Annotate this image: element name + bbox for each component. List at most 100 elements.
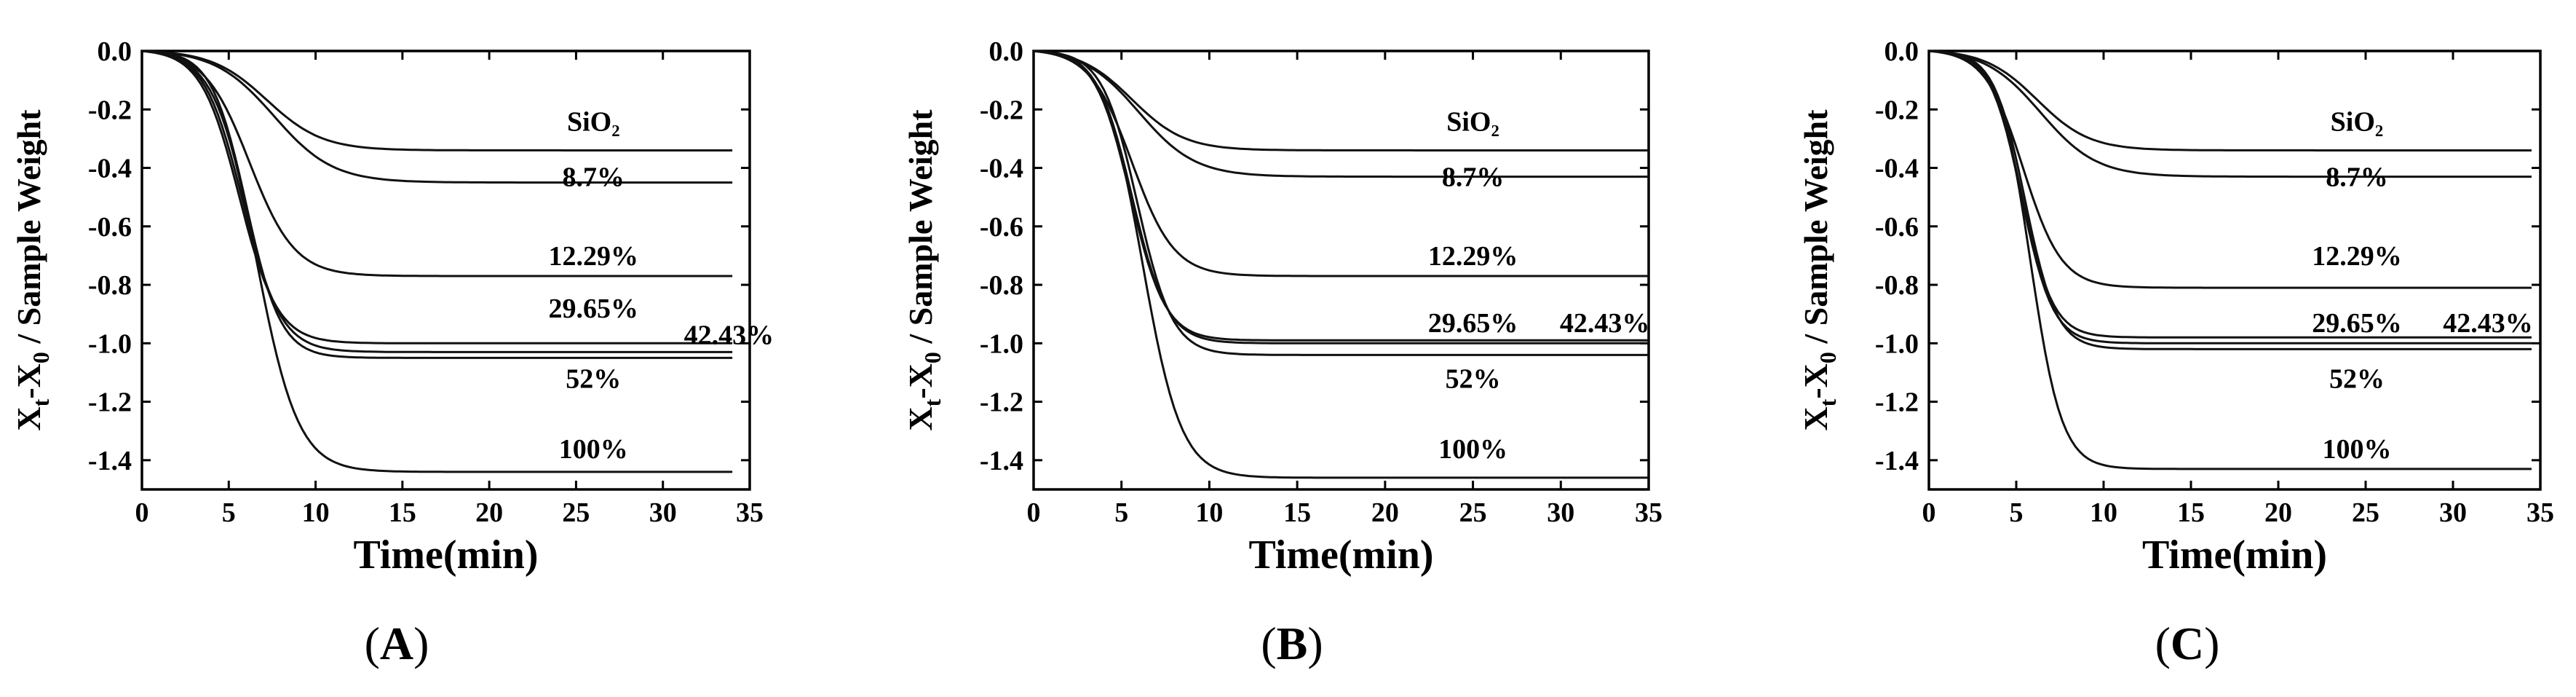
y-axis-title: Xt-X0 / Sample Weight [902, 109, 946, 431]
series-label: 8.7% [1442, 162, 1505, 193]
y-tick-label: -0.8 [88, 270, 132, 301]
x-tick-label: 15 [2177, 497, 2205, 528]
panel-B: 0 5 10 15 20 25 30 35 0.0 -0.2 -0.4 -0.6 -0.8 -1.0 -1.… [902, 36, 1662, 669]
series-line-12-29pct [1928, 50, 2532, 289]
caption-close: ) [413, 618, 429, 669]
series-line-29-65pct [141, 50, 733, 353]
panel-A: 0 5 10 15 20 25 30 35 0.0 -0.2 -0.4 -0.6 -0.8 -1.0 -1.… [10, 36, 774, 669]
series-line-52pct [141, 50, 733, 359]
series-label: 12.29% [1428, 241, 1518, 272]
y-axis-title-mid: -X [10, 363, 47, 399]
x-tick-label: 0 [1922, 497, 1936, 528]
y-tick-label: -1.0 [88, 328, 132, 359]
series-label: 29.65% [1428, 308, 1518, 339]
y-axis-title: Xt-X0 / Sample Weight [10, 109, 54, 431]
series-label: SiO₂ [567, 106, 620, 137]
series-label: 100% [559, 434, 628, 465]
y-tick-label: -0.2 [88, 95, 132, 125]
caption-open: ( [1261, 618, 1276, 669]
y-tick-label: -1.2 [980, 387, 1023, 418]
series-line-52pct [1033, 50, 1649, 356]
x-tick-label: 5 [222, 497, 236, 528]
x-axis-title: Time(min) [2142, 532, 2327, 578]
series-label: 52% [1446, 363, 1501, 394]
series-label: 42.43% [1560, 308, 1650, 339]
y-tick-label: -0.2 [980, 95, 1023, 125]
y-tick-label: -0.6 [980, 212, 1023, 243]
y-tick-label: -0.8 [980, 270, 1023, 301]
series-line-100pct [1928, 50, 2532, 470]
x-tick-label: 0 [135, 497, 149, 528]
caption-letter: B [1277, 618, 1308, 669]
series-line-sio2 [141, 50, 733, 151]
x-tick-label: 25 [562, 497, 590, 528]
series-label: 12.29% [549, 241, 639, 272]
y-axis-title-sub-t: t [1815, 398, 1841, 406]
y-axis-title-sub-0: 0 [919, 352, 946, 363]
x-tick-label: 35 [1635, 497, 1662, 528]
series-label: 100% [1438, 434, 1507, 465]
y-axis-title-x: X [902, 406, 939, 430]
series-line-42-43pct [141, 50, 733, 344]
y-tick-label: 0.0 [98, 36, 132, 67]
series-line-42-43pct [1928, 50, 2532, 344]
x-tick-label: 15 [389, 497, 416, 528]
x-tick-label: 20 [1371, 497, 1399, 528]
y-axis-title-sub-t: t [28, 398, 54, 406]
y-tick-label: -1.4 [980, 446, 1023, 476]
y-tick-label: -0.4 [980, 154, 1023, 184]
x-tick-label: 25 [2352, 497, 2379, 528]
y-axis-title-x: X [1797, 406, 1834, 430]
plot-frame [1927, 50, 2542, 491]
panel-C: 0 5 10 15 20 25 30 35 0.0 -0.2 -0.4 -0.6 -0.8 -1.0 -1.… [1797, 36, 2554, 669]
series-line-12-29pct [1033, 50, 1649, 277]
y-tick-label: -1.0 [980, 328, 1023, 359]
y-tick-label: -0.2 [1875, 95, 1919, 125]
caption-letter: A [380, 618, 413, 669]
x-tick-label: 20 [2264, 497, 2292, 528]
x-tick-label: 5 [2010, 497, 2024, 528]
y-tick-label: -0.6 [88, 212, 132, 243]
y-tick-label: 0.0 [1885, 36, 1919, 67]
plot-frame [1032, 50, 1650, 491]
x-tick-label: 0 [1027, 497, 1041, 528]
x-tick-label: 25 [1459, 497, 1487, 528]
x-tick-label: 35 [736, 497, 764, 528]
y-tick-label: -0.4 [1875, 154, 1919, 184]
y-axis-title-sub-0: 0 [1815, 352, 1841, 363]
x-tick-label: 20 [475, 497, 503, 528]
y-tick-label: -1.4 [1875, 446, 1919, 476]
series-label: 42.43% [2443, 308, 2533, 339]
y-axis-title-rest: / Sample Weight [10, 109, 47, 352]
series-line-100pct [1033, 50, 1649, 479]
y-tick-label: -1.4 [88, 446, 132, 476]
series-line-100pct [141, 50, 733, 473]
series-line-12-29pct [141, 50, 733, 277]
series-line-8-7pct [1033, 50, 1649, 178]
y-tick-label: 0.0 [989, 36, 1024, 67]
series-label: SiO₂ [2331, 106, 2384, 137]
series-line-sio2 [1928, 50, 2532, 151]
series-line-8-7pct [141, 50, 733, 184]
x-tick-label: 15 [1283, 497, 1311, 528]
caption-letter: C [2171, 618, 2204, 669]
x-tick-label: 10 [2090, 497, 2117, 528]
x-tick-label: 35 [2527, 497, 2554, 528]
x-axis-title: Time(min) [1248, 532, 1433, 578]
caption-open: ( [365, 618, 380, 669]
x-tick-label: 30 [2439, 497, 2467, 528]
panel-caption: (B) [1261, 618, 1323, 669]
y-axis-title-rest: / Sample Weight [1797, 109, 1834, 352]
series-line-29-65pct [1033, 50, 1649, 342]
caption-close: ) [1307, 618, 1323, 669]
x-tick-label: 30 [649, 497, 677, 528]
series-label: 100% [2323, 434, 2392, 465]
y-tick-label: -0.4 [88, 154, 132, 184]
series-label: SiO₂ [1446, 106, 1499, 137]
x-tick-label: 30 [1547, 497, 1574, 528]
y-tick-label: -1.2 [1875, 387, 1919, 418]
y-axis-title: Xt-X0 / Sample Weight [1797, 109, 1841, 431]
series-label: 42.43% [684, 320, 774, 350]
series-label: 29.65% [2312, 308, 2402, 339]
